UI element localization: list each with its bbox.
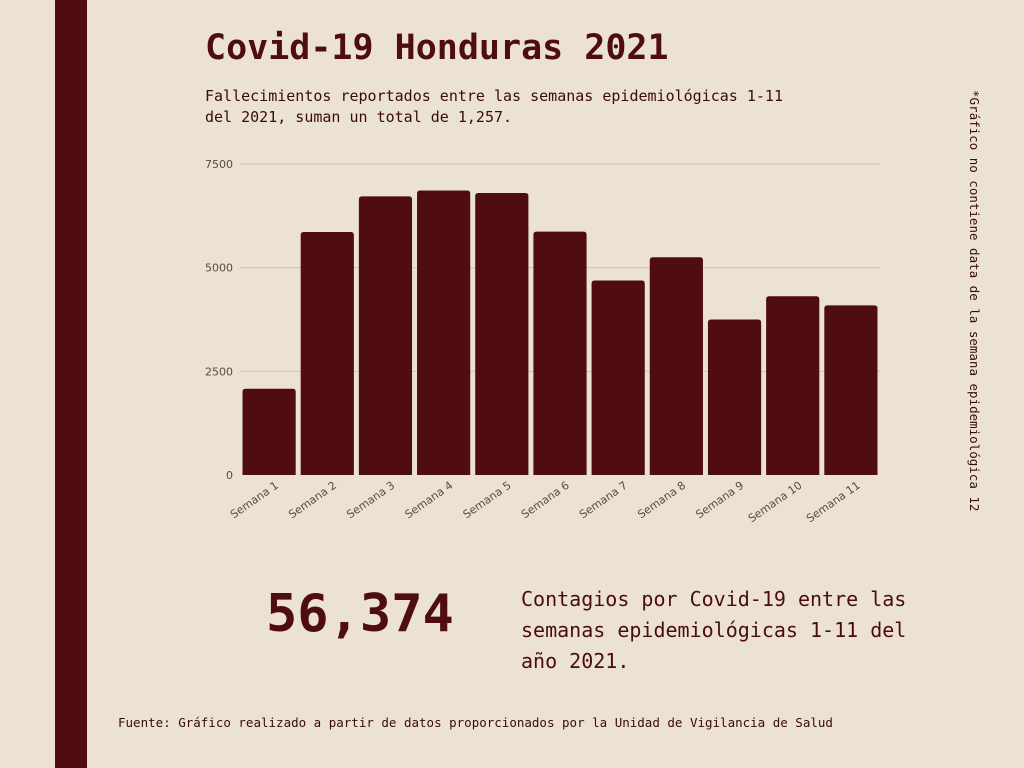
bar-semana-6: [533, 231, 587, 475]
bar-semana-10: [766, 296, 820, 475]
x-tick-label: Semana 8: [635, 479, 688, 521]
bar-semana-4: [417, 190, 471, 475]
x-tick-label: Semana 4: [403, 479, 456, 521]
y-tick-label: 5000: [205, 262, 233, 275]
x-tick-label: Semana 10: [746, 479, 805, 525]
page-title: Covid-19 Honduras 2021: [205, 28, 669, 68]
x-tick-label: Semana 6: [519, 479, 572, 521]
y-tick-labels: 0 2500 5000 7500: [205, 158, 233, 482]
y-tick-label: 7500: [205, 158, 233, 171]
x-tick-label: Semana 7: [577, 479, 630, 521]
x-tick-label: Semana 5: [461, 479, 514, 521]
x-tick-label: Semana 9: [693, 479, 746, 521]
side-note: *Gráfico no contiene data de la semana e…: [967, 90, 982, 512]
bar-semana-1: [242, 388, 296, 475]
bar-semana-9: [707, 319, 762, 475]
source-note: Fuente: Gráfico realizado a partir de da…: [118, 715, 833, 730]
bar-semana-2: [300, 232, 354, 475]
bar-semana-5: [475, 193, 529, 475]
x-tick-label: Semana 3: [344, 479, 397, 521]
x-tick-label: Semana 11: [804, 479, 863, 525]
bar-semana-8: [649, 257, 703, 475]
y-tick-label: 2500: [205, 365, 233, 378]
side-accent-bar: [55, 0, 87, 768]
x-tick-label: Semana 2: [286, 479, 339, 521]
y-tick-label: 0: [226, 469, 233, 482]
bar-semana-7: [591, 280, 645, 475]
page-subtitle: Fallecimientos reportados entre las sema…: [205, 87, 783, 126]
bar-chart: 0 2500 5000 7500 Semana 1 Semana 2 Semana 3 Se…: [190, 150, 890, 554]
cases-description: Contagios por Covid-19 entre las semanas…: [521, 587, 907, 673]
bar-semana-11: [824, 305, 878, 475]
x-tick-label: Semana 1: [228, 479, 281, 521]
bars: [242, 190, 878, 475]
bar-semana-3: [358, 196, 413, 475]
cases-total-number: 56,374: [266, 584, 454, 644]
x-tick-labels: Semana 1 Semana 2 Semana 3 Semana 4 Semana 5…: [228, 479, 863, 525]
